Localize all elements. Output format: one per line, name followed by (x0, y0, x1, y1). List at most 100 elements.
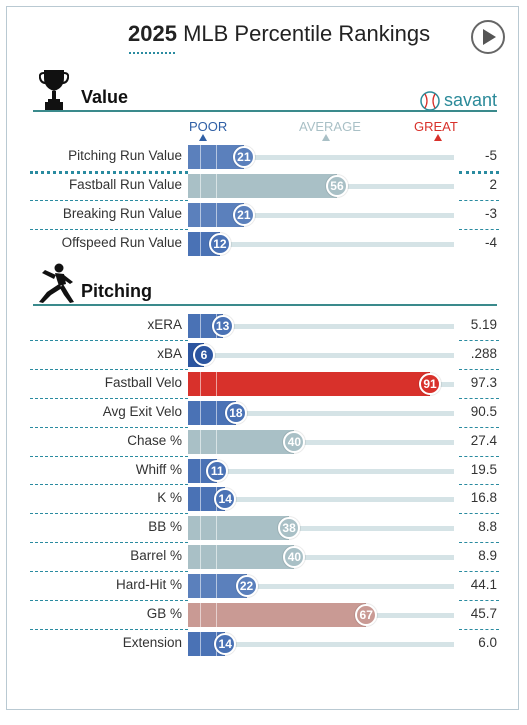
percentile-bar (188, 174, 337, 198)
metric-label: Offspeed Run Value (61, 235, 182, 250)
metric-row[interactable]: GB % 67 45.7 (0, 602, 527, 628)
metric-row[interactable]: xERA 13 5.19 (0, 313, 527, 339)
metric-value: 6.0 (478, 634, 497, 650)
percentile-track (188, 439, 454, 445)
metric-row[interactable]: Breaking Run Value 21 -3 (0, 202, 527, 228)
value-section-header: Value savant (33, 68, 497, 112)
metric-label: Breaking Run Value (62, 206, 182, 221)
metric-row[interactable]: Extension 14 6.0 (0, 631, 527, 657)
legend-average-marker (322, 134, 330, 141)
bar-tick (200, 429, 201, 454)
metric-value: 19.5 (470, 461, 497, 477)
page-title: 2025 MLB Percentile Rankings (128, 21, 430, 47)
metric-label: GB % (146, 606, 182, 621)
metric-row[interactable]: Hard-Hit % 22 44.1 (0, 573, 527, 599)
bar-tick (216, 203, 217, 227)
bar-tick (200, 545, 201, 570)
bar-tick (216, 545, 217, 570)
bar-tick (216, 174, 217, 198)
bar-tick (200, 371, 201, 396)
legend-poor-marker (199, 134, 207, 141)
metric-row[interactable]: Chase % 40 27.4 (0, 429, 527, 455)
bar-tick (200, 314, 201, 338)
percentile-track (188, 584, 454, 590)
bar-tick (200, 174, 201, 198)
row-divider (30, 455, 188, 457)
row-divider (30, 229, 188, 230)
savant-logo[interactable]: savant (420, 90, 497, 111)
percentile-badge: 21 (232, 204, 255, 226)
metric-row[interactable]: Fastball Run Value 56 2 (0, 173, 527, 199)
bar-tick (216, 429, 217, 454)
row-divider (30, 628, 188, 630)
bar-tick (216, 400, 217, 425)
row-divider (459, 229, 499, 230)
metric-row[interactable]: Barrel % 40 8.9 (0, 544, 527, 570)
percentile-badge: 13 (211, 315, 234, 337)
play-button[interactable] (471, 20, 505, 54)
row-divider (459, 171, 499, 174)
percentile-badge: 11 (206, 459, 229, 482)
metric-value: -4 (484, 235, 497, 250)
percentile-track (188, 641, 454, 647)
bar-tick (216, 371, 217, 396)
metric-value: 44.1 (470, 577, 497, 593)
trophy-icon (39, 70, 69, 110)
metric-row[interactable]: Pitching Run Value 21 -5 (0, 144, 527, 170)
savant-text: savant (443, 89, 497, 110)
legend-great: GREAT (414, 119, 458, 134)
legend-average: AVERAGE (299, 119, 361, 134)
percentile-badge: 6 (192, 343, 215, 366)
metric-value: -3 (484, 206, 497, 221)
percentile-track (188, 213, 454, 218)
bar-tick (216, 516, 217, 541)
metric-value: 90.5 (470, 403, 497, 419)
metric-row[interactable]: xBA 6 .288 (0, 342, 527, 368)
bar-tick (200, 603, 201, 627)
metric-row[interactable]: Avg Exit Velo 18 90.5 (0, 400, 527, 426)
percentile-bar (188, 516, 290, 541)
metric-row[interactable]: Fastball Velo 91 97.3 (0, 371, 527, 397)
bar-tick (216, 145, 217, 169)
metric-label: Fastball Velo (104, 374, 182, 390)
metric-row[interactable]: Whiff % 11 19.5 (0, 458, 527, 484)
row-divider (30, 513, 188, 515)
row-divider (30, 426, 188, 428)
metric-label: Barrel % (130, 548, 182, 564)
percentile-track (188, 324, 454, 329)
percentile-bar (188, 371, 431, 396)
bar-tick (200, 400, 201, 425)
percentile-badge: 22 (235, 575, 258, 598)
metric-value: -5 (484, 148, 497, 163)
percentile-badge: 14 (214, 488, 237, 511)
percentile-track (188, 352, 454, 358)
row-divider (30, 600, 188, 601)
row-divider (459, 628, 499, 630)
metric-row[interactable]: K % 14 16.8 (0, 486, 527, 512)
row-divider (30, 339, 188, 341)
percentile-badge: 67 (355, 604, 378, 626)
metric-label: BB % (148, 519, 182, 535)
bar-tick (200, 232, 201, 256)
metric-label: Fastball Run Value (68, 177, 182, 192)
percentile-track (188, 555, 454, 561)
bar-tick (200, 203, 201, 227)
bar-tick (200, 516, 201, 541)
play-icon (483, 29, 496, 45)
metric-label: Chase % (127, 432, 182, 448)
metric-value: 27.4 (470, 432, 497, 448)
row-divider (459, 368, 499, 370)
metric-label: Avg Exit Velo (102, 403, 182, 419)
row-divider (459, 542, 499, 544)
row-divider (459, 339, 499, 341)
metric-row[interactable]: Offspeed Run Value 12 -4 (0, 231, 527, 257)
percentile-badge: 12 (208, 233, 231, 255)
percentile-track (188, 155, 454, 160)
metric-row[interactable]: BB % 38 8.8 (0, 515, 527, 541)
metric-value: 5.19 (470, 317, 497, 332)
row-divider (30, 397, 188, 399)
pitching-section-header: Pitching (33, 262, 497, 306)
row-divider (459, 397, 499, 399)
row-divider (459, 200, 499, 201)
row-divider (30, 484, 188, 486)
